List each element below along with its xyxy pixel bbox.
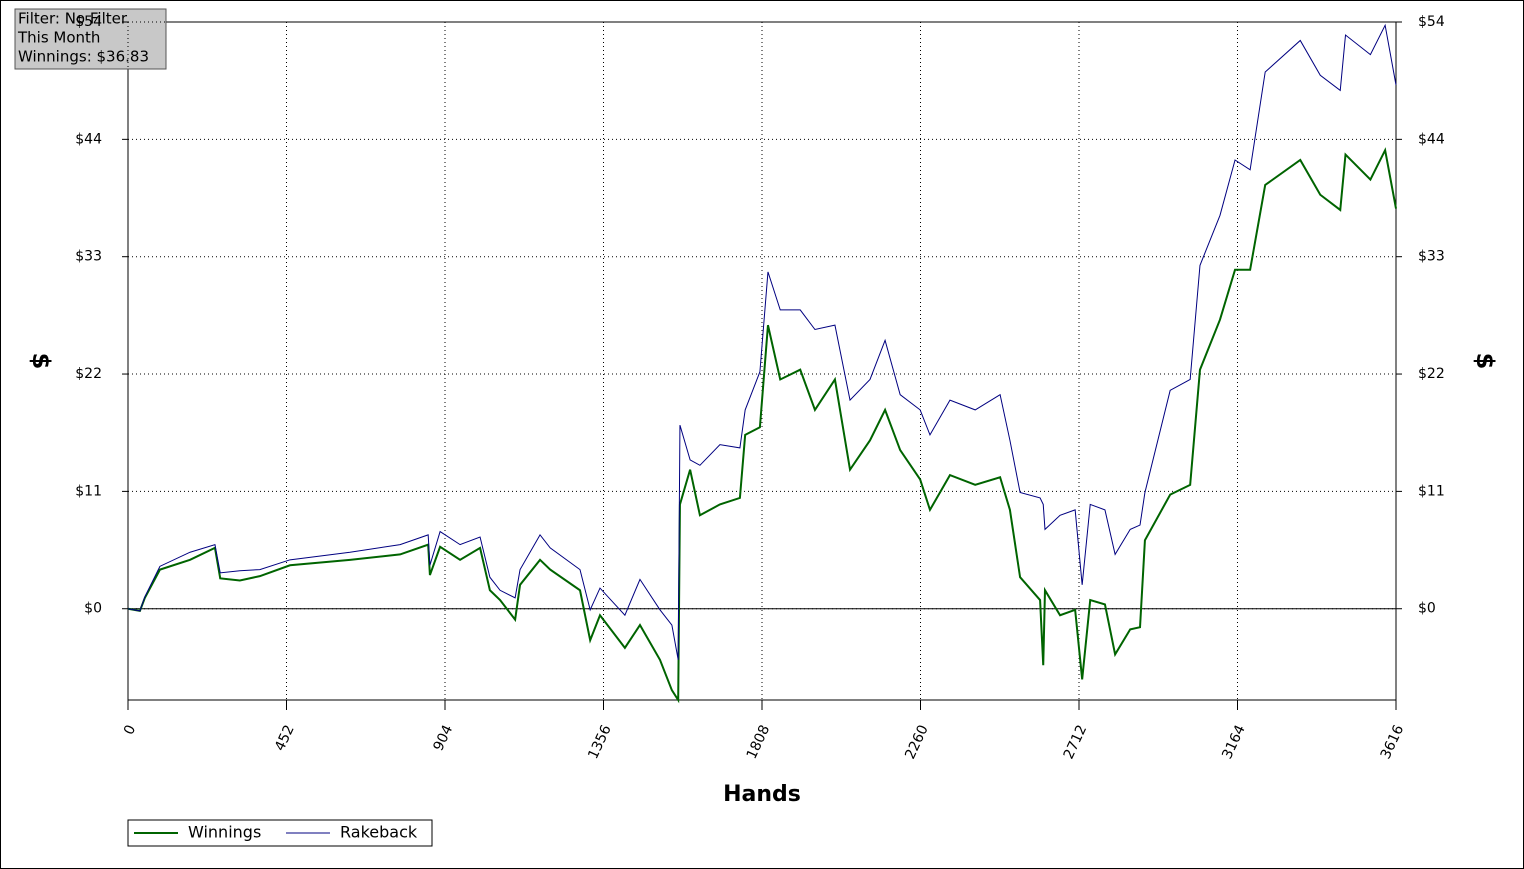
- y-tick-label: $0: [84, 601, 102, 617]
- y-tick-label: $44: [75, 131, 102, 147]
- x-axis-title: Hands: [723, 782, 801, 807]
- annotation: This Month: [17, 29, 100, 47]
- y2-tick-label: $22: [1418, 366, 1445, 382]
- y2-axis-title: $: [1471, 353, 1499, 370]
- series-line: [127, 147, 1397, 704]
- series-line: [127, 23, 1397, 660]
- y2-tick-label: $44: [1418, 131, 1445, 147]
- legend-label: Winnings: [188, 823, 261, 842]
- y2-tick-label: $54: [1418, 14, 1445, 30]
- y2-tick-label: $0: [1418, 601, 1436, 617]
- y-tick-label: $22: [75, 366, 102, 382]
- y2-tick-label: $11: [1418, 483, 1445, 499]
- legend-label: Rakeback: [340, 823, 418, 842]
- legend: [127, 819, 433, 847]
- annotation: Winnings: $36.83: [18, 48, 149, 66]
- y-tick-label: $54: [75, 14, 102, 30]
- annotation: Filter: No Filter: [18, 10, 128, 28]
- y-axis-title: $: [27, 353, 55, 370]
- y-tick-label: $11: [75, 483, 102, 499]
- annotation-box: [14, 8, 167, 70]
- y2-tick-label: $33: [1418, 249, 1445, 265]
- y-tick-label: $33: [75, 249, 102, 265]
